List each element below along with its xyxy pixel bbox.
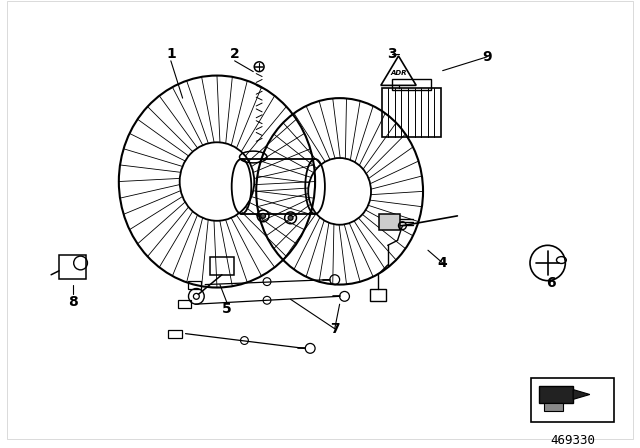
Text: 8: 8 [68, 295, 77, 309]
Bar [539, 386, 573, 403]
Bar [210, 257, 234, 275]
Bar [379, 214, 401, 230]
Text: ADR: ADR [390, 69, 407, 76]
Circle shape [288, 215, 293, 220]
Polygon shape [573, 390, 590, 399]
Text: 6: 6 [546, 276, 556, 289]
Text: 3: 3 [387, 47, 396, 61]
Text: 5: 5 [222, 302, 232, 316]
Text: 2: 2 [230, 47, 239, 61]
Bar [370, 289, 386, 301]
Bar [544, 403, 563, 411]
Bar [392, 78, 431, 90]
Bar [59, 255, 86, 279]
Text: 1: 1 [166, 47, 176, 61]
Bar [382, 88, 441, 138]
Text: 7: 7 [330, 322, 340, 336]
Bar [168, 330, 182, 337]
Bar [178, 300, 191, 308]
Text: 9: 9 [482, 50, 492, 64]
Bar [531, 378, 614, 422]
Bar [188, 280, 201, 289]
Text: 4: 4 [438, 256, 447, 270]
Text: 469330: 469330 [550, 434, 595, 447]
Circle shape [260, 213, 266, 218]
